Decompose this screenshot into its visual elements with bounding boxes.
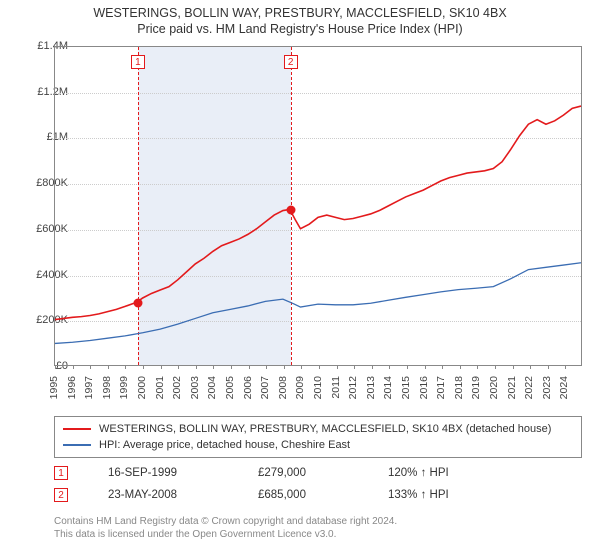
line-series-svg xyxy=(55,47,581,365)
legend: WESTERINGS, BOLLIN WAY, PRESTBURY, MACCL… xyxy=(54,416,582,458)
x-tick xyxy=(178,365,179,369)
plot-area: 12 xyxy=(54,46,582,366)
x-tick-label: 2009 xyxy=(294,376,306,399)
x-tick xyxy=(73,365,74,369)
x-tick xyxy=(143,365,144,369)
x-tick xyxy=(108,365,109,369)
chart-titles: WESTERINGS, BOLLIN WAY, PRESTBURY, MACCL… xyxy=(0,0,600,36)
x-tick xyxy=(513,365,514,369)
title-main: WESTERINGS, BOLLIN WAY, PRESTBURY, MACCL… xyxy=(0,6,600,20)
x-tick xyxy=(125,365,126,369)
sales-row-date: 23-MAY-2008 xyxy=(108,489,228,501)
x-tick xyxy=(231,365,232,369)
sale-marker-number: 1 xyxy=(131,55,145,69)
x-tick xyxy=(161,365,162,369)
x-tick xyxy=(425,365,426,369)
title-sub: Price paid vs. HM Land Registry's House … xyxy=(0,22,600,36)
x-tick-label: 2004 xyxy=(206,376,218,399)
x-tick-label: 2011 xyxy=(330,376,342,399)
x-tick-label: 2015 xyxy=(400,376,412,399)
x-tick xyxy=(548,365,549,369)
x-tick-label: 2010 xyxy=(312,376,324,399)
x-tick-label: 1996 xyxy=(66,376,78,399)
sales-row-pct: 133% ↑ HPI xyxy=(388,489,508,501)
sales-row-marker: 1 xyxy=(54,466,68,480)
x-tick xyxy=(301,365,302,369)
x-tick-label: 2008 xyxy=(277,376,289,399)
x-tick-label: 2005 xyxy=(224,376,236,399)
x-tick-label: 2020 xyxy=(488,376,500,399)
x-tick xyxy=(213,365,214,369)
x-tick-label: 1999 xyxy=(118,376,130,399)
x-tick xyxy=(407,365,408,369)
x-tick xyxy=(55,365,56,369)
x-axis-labels: 1995199619971998199920002001200220032004… xyxy=(54,370,582,420)
x-tick-label: 2002 xyxy=(171,376,183,399)
x-tick xyxy=(90,365,91,369)
x-tick-label: 2012 xyxy=(347,376,359,399)
x-tick xyxy=(319,365,320,369)
x-tick-label: 2014 xyxy=(382,376,394,399)
x-tick-label: 2000 xyxy=(136,376,148,399)
legend-row: HPI: Average price, detached house, Ches… xyxy=(63,437,573,453)
legend-label: HPI: Average price, detached house, Ches… xyxy=(99,439,350,451)
sale-point-dot xyxy=(286,206,295,215)
x-tick-label: 2016 xyxy=(418,376,430,399)
sale-point-dot xyxy=(133,299,142,308)
x-tick xyxy=(389,365,390,369)
x-tick-label: 1997 xyxy=(83,376,95,399)
x-tick-label: 2017 xyxy=(435,376,447,399)
legend-swatch xyxy=(63,428,91,430)
x-tick xyxy=(565,365,566,369)
x-tick-label: 2021 xyxy=(506,376,518,399)
x-tick xyxy=(354,365,355,369)
series-property-line xyxy=(55,106,581,320)
x-tick xyxy=(284,365,285,369)
footer-line-1: Contains HM Land Registry data © Crown c… xyxy=(54,516,582,529)
sales-table: 1 16-SEP-1999 £279,000 120% ↑ HPI 2 23-MAY-20… xyxy=(54,462,582,506)
x-tick xyxy=(477,365,478,369)
x-tick-label: 2006 xyxy=(242,376,254,399)
x-tick xyxy=(337,365,338,369)
x-tick-label: 2001 xyxy=(154,376,166,399)
x-tick-label: 2024 xyxy=(558,376,570,399)
x-tick xyxy=(460,365,461,369)
sales-row-marker: 2 xyxy=(54,488,68,502)
footer-line-2: This data is licensed under the Open Gov… xyxy=(54,529,582,542)
x-tick xyxy=(196,365,197,369)
legend-label: WESTERINGS, BOLLIN WAY, PRESTBURY, MACCL… xyxy=(99,423,551,435)
x-tick xyxy=(372,365,373,369)
x-tick-label: 2019 xyxy=(470,376,482,399)
x-tick-label: 2013 xyxy=(365,376,377,399)
x-tick xyxy=(530,365,531,369)
x-tick xyxy=(266,365,267,369)
sale-marker-number: 2 xyxy=(284,55,298,69)
sales-row-price: £685,000 xyxy=(258,489,358,501)
x-tick-label: 1998 xyxy=(101,376,113,399)
footer-attribution: Contains HM Land Registry data © Crown c… xyxy=(54,516,582,541)
sales-row: 1 16-SEP-1999 £279,000 120% ↑ HPI xyxy=(54,462,582,484)
x-tick xyxy=(249,365,250,369)
legend-swatch xyxy=(63,444,91,446)
x-tick xyxy=(495,365,496,369)
sales-row-pct: 120% ↑ HPI xyxy=(388,467,508,479)
sales-row-price: £279,000 xyxy=(258,467,358,479)
x-tick xyxy=(442,365,443,369)
x-tick-label: 2023 xyxy=(541,376,553,399)
sales-row-date: 16-SEP-1999 xyxy=(108,467,228,479)
x-tick-label: 2003 xyxy=(189,376,201,399)
legend-row: WESTERINGS, BOLLIN WAY, PRESTBURY, MACCL… xyxy=(63,421,573,437)
x-tick-label: 2018 xyxy=(453,376,465,399)
x-tick-label: 2007 xyxy=(259,376,271,399)
sales-row: 2 23-MAY-2008 £685,000 133% ↑ HPI xyxy=(54,484,582,506)
x-tick-label: 1995 xyxy=(48,376,60,399)
x-tick-label: 2022 xyxy=(523,376,535,399)
